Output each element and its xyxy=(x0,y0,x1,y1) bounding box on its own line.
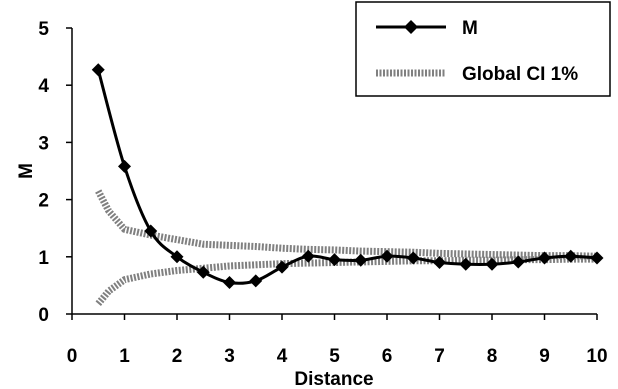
x-axis-title: Distance xyxy=(294,369,373,389)
y-tick-label: 2 xyxy=(38,191,49,212)
y-tick-label: 3 xyxy=(38,133,49,154)
legend-m-marker xyxy=(404,20,418,34)
m-data-point xyxy=(485,257,499,271)
m-data-point xyxy=(328,253,341,267)
legend-box xyxy=(355,1,611,97)
m-data-point xyxy=(170,250,184,264)
m-data-point xyxy=(564,249,578,263)
m-data-point xyxy=(91,63,105,77)
m-data-point xyxy=(223,276,236,290)
y-axis-title: M xyxy=(16,163,37,179)
m-data-point xyxy=(538,251,551,265)
x-tick-label: 10 xyxy=(586,346,607,367)
m-data-point xyxy=(511,255,525,269)
x-tick-label: 0 xyxy=(67,346,78,367)
m-data-point xyxy=(118,159,131,173)
m-data-point xyxy=(301,249,315,263)
x-tick-label: 6 xyxy=(382,346,393,367)
m-data-point xyxy=(196,265,210,279)
m-data-point xyxy=(590,251,604,265)
legend-ci-label: Global CI 1% xyxy=(462,64,578,85)
m-data-point xyxy=(433,256,446,270)
y-tick-label: 1 xyxy=(38,248,49,269)
x-tick-label: 8 xyxy=(487,346,498,367)
legend: M Global CI 1% xyxy=(355,1,611,97)
m-series-markers xyxy=(91,63,604,290)
ci-lower-line xyxy=(95,255,597,306)
m-data-point xyxy=(275,260,289,274)
ticks: 0 1 2 3 4 5 0 1 2 3 4 5 6 7 8 9 10 xyxy=(38,19,607,367)
x-tick-label: 5 xyxy=(329,346,340,367)
legend-m-label: M xyxy=(462,18,478,39)
y-tick-label: 0 xyxy=(38,305,49,326)
m-data-point xyxy=(144,224,158,238)
m-data-point xyxy=(249,274,263,288)
x-tick-label: 4 xyxy=(277,346,288,367)
m-data-point xyxy=(354,253,368,267)
m-data-point xyxy=(459,257,473,271)
x-tick-label: 1 xyxy=(119,346,130,367)
y-tick-label: 4 xyxy=(38,76,49,97)
ci-upper-line xyxy=(95,189,598,260)
m-data-point xyxy=(406,251,420,265)
x-tick-label: 7 xyxy=(434,346,445,367)
x-tick-label: 3 xyxy=(224,346,235,367)
m-data-point xyxy=(380,249,394,263)
y-tick-label: 5 xyxy=(38,19,49,40)
ci-band-lines xyxy=(95,189,598,306)
x-tick-label: 2 xyxy=(172,346,183,367)
x-tick-label: 9 xyxy=(539,346,550,367)
